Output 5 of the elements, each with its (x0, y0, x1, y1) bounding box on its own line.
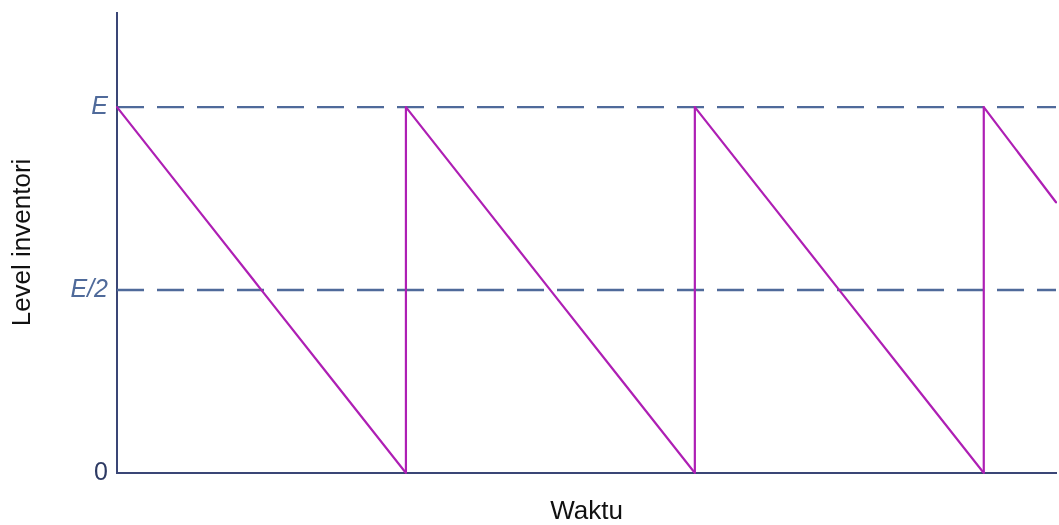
x-axis-title: Waktu (550, 495, 623, 525)
text: 0 (94, 456, 108, 485)
y-axis-title: Level inventori (6, 158, 37, 327)
series-label: E/2 (70, 274, 109, 303)
series-label: E (91, 91, 109, 120)
